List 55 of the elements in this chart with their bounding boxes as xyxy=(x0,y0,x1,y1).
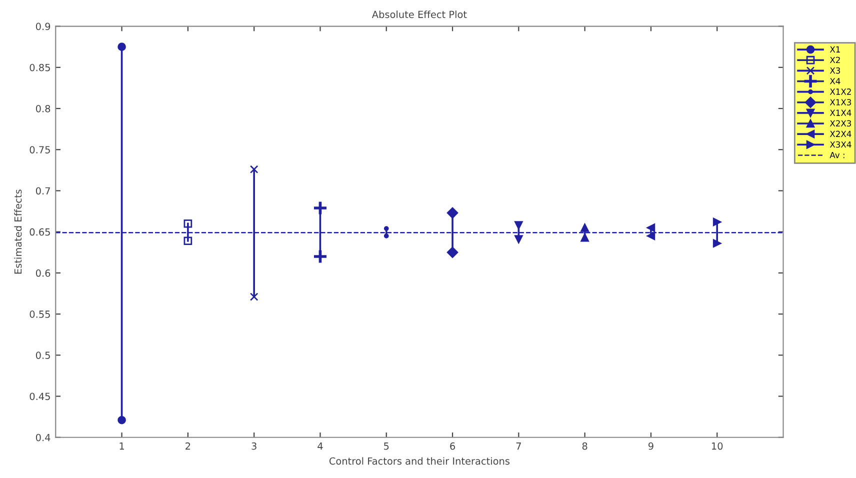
x-tick-label: 4 xyxy=(318,442,323,450)
legend-label: X2X3 xyxy=(830,120,852,127)
y-tick-label: 0.6 xyxy=(36,269,50,277)
x-tick-label: 5 xyxy=(384,442,389,450)
y-tick-label: 0.85 xyxy=(30,64,50,72)
x-tick-label: 9 xyxy=(648,442,654,450)
point xyxy=(184,236,192,246)
point xyxy=(312,200,328,216)
legend-label: X3 xyxy=(830,67,840,74)
y-tick-label: 0.9 xyxy=(36,22,50,30)
y-tick-label: 0.5 xyxy=(36,352,50,359)
point xyxy=(446,207,458,219)
point xyxy=(712,239,722,248)
legend-label: X1X4 xyxy=(830,110,852,116)
legend-label: X2 xyxy=(830,56,840,64)
point xyxy=(118,416,126,424)
y-tick-label: 0.8 xyxy=(36,104,50,112)
point xyxy=(580,224,589,232)
point xyxy=(646,232,656,240)
y-tick-label: 0.7 xyxy=(36,187,50,195)
legend-label: X1 xyxy=(830,46,840,52)
y-tick-label: 0.45 xyxy=(30,392,50,400)
point xyxy=(446,246,458,258)
point xyxy=(312,248,328,264)
point xyxy=(712,218,722,226)
y-tick-label: 0.65 xyxy=(30,228,50,236)
point xyxy=(384,226,389,231)
point xyxy=(514,221,523,230)
legend-label: X1X3 xyxy=(830,99,852,106)
point xyxy=(118,42,126,52)
x-tick-label: 1 xyxy=(120,442,124,450)
point xyxy=(580,233,589,242)
y-tick-label: 0.4 xyxy=(36,434,50,442)
x-tick-label: 7 xyxy=(516,442,521,450)
y-tick-label: 0.75 xyxy=(30,146,50,154)
legend-label: Av : xyxy=(830,152,844,158)
x-axis-title: Control Factors and their Interactions xyxy=(329,457,510,465)
point xyxy=(646,224,656,232)
x-tick-label: 2 xyxy=(186,442,190,450)
y-axis-title: Estimated Effects xyxy=(14,190,22,274)
y-tick-label: 0.55 xyxy=(30,310,50,318)
x-tick-label: 8 xyxy=(582,442,588,450)
x-tick-label: 10 xyxy=(712,442,723,450)
point xyxy=(250,292,258,301)
legend-label: X4 xyxy=(830,78,840,84)
point xyxy=(384,234,389,238)
point xyxy=(514,235,523,244)
point xyxy=(250,165,258,174)
legend-label: X1X2 xyxy=(830,88,851,95)
point xyxy=(184,219,192,228)
legend-label: X3X4 xyxy=(830,141,852,148)
chart-title: Absolute Effect Plot xyxy=(372,10,467,18)
x-tick-label: 6 xyxy=(450,442,455,450)
x-tick-label: 3 xyxy=(252,442,256,450)
legend-label: X2X4 xyxy=(830,130,852,137)
